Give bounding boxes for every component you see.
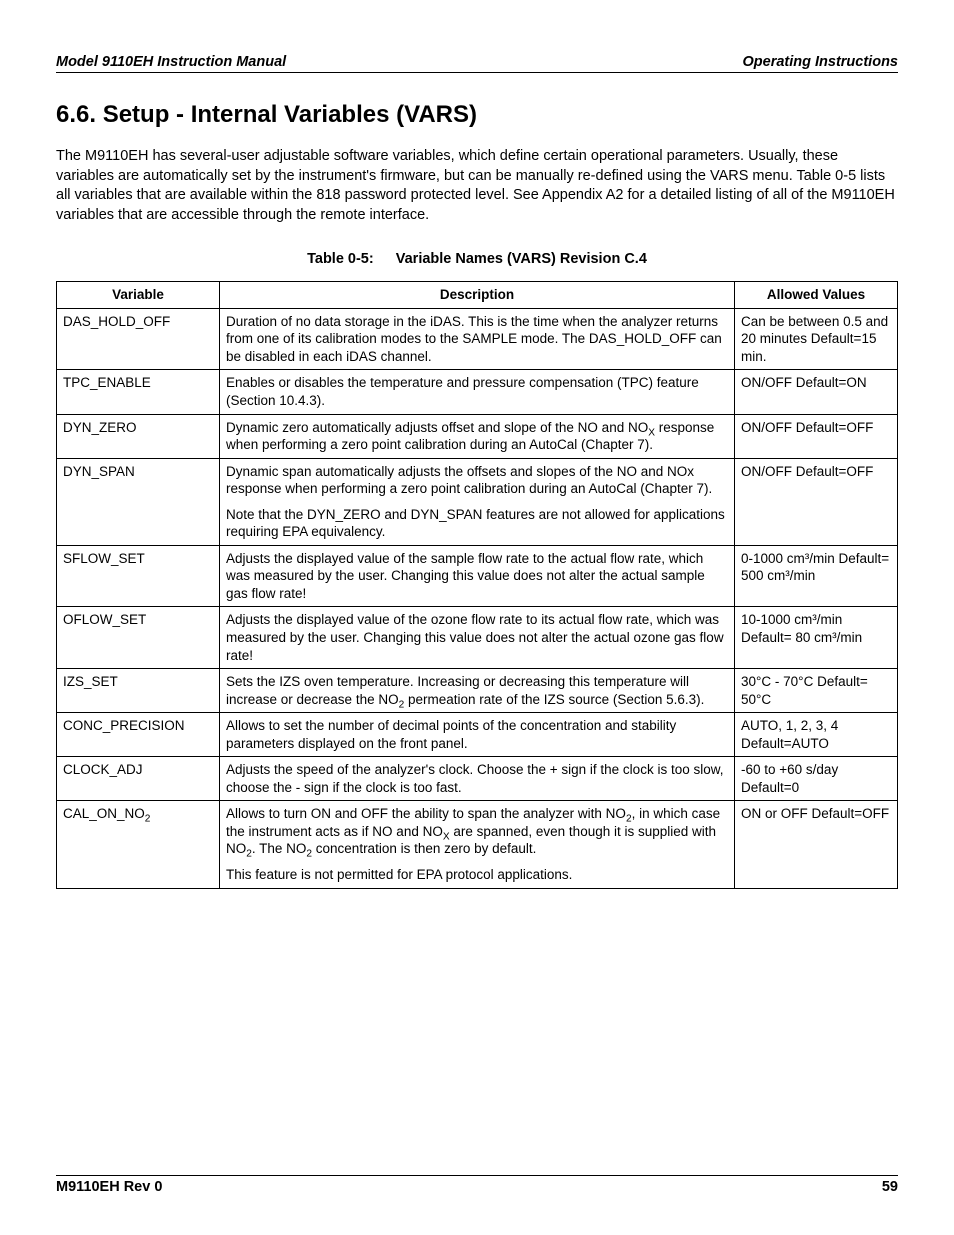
cell-variable: DYN_ZERO (57, 414, 220, 458)
section-title: 6.6. Setup - Internal Variables (VARS) (56, 101, 898, 129)
table-row: OFLOW_SETAdjusts the displayed value of … (57, 607, 898, 669)
table-row: IZS_SETSets the IZS oven temperature. In… (57, 669, 898, 713)
cell-variable: CONC_PRECISION (57, 713, 220, 757)
cell-variable: TPC_ENABLE (57, 370, 220, 414)
running-header: Model 9110EH Instruction Manual Operatin… (56, 54, 898, 73)
manual-page: Model 9110EH Instruction Manual Operatin… (0, 0, 954, 1235)
table-row: DAS_HOLD_OFFDuration of no data storage … (57, 308, 898, 370)
table-caption: Table 0-5: Variable Names (VARS) Revisio… (56, 251, 898, 267)
cell-description: Sets the IZS oven temperature. Increasin… (220, 669, 735, 713)
page-footer: M9110EH Rev 0 59 (56, 1175, 898, 1195)
table-header-row: Variable Description Allowed Values (57, 282, 898, 309)
cell-description: Allows to turn ON and OFF the ability to… (220, 801, 735, 888)
footer-left: M9110EH Rev 0 (56, 1179, 162, 1195)
cell-description: Dynamic zero automatically adjusts offse… (220, 414, 735, 458)
cell-variable: CLOCK_ADJ (57, 757, 220, 801)
table-row: DYN_SPANDynamic span automatically adjus… (57, 458, 898, 545)
cell-description: Enables or disables the temperature and … (220, 370, 735, 414)
header-left: Model 9110EH Instruction Manual (56, 54, 286, 70)
header-right: Operating Instructions (743, 54, 899, 70)
table-row: TPC_ENABLEEnables or disables the temper… (57, 370, 898, 414)
table-caption-text: Variable Names (VARS) Revision C.4 (396, 251, 647, 267)
footer-page-number: 59 (882, 1179, 898, 1195)
cell-allowed: 30°C - 70°C Default= 50°C (735, 669, 898, 713)
vars-table: Variable Description Allowed Values DAS_… (56, 281, 898, 888)
cell-allowed: 0-1000 cm³/min Default= 500 cm³/min (735, 545, 898, 607)
th-allowed: Allowed Values (735, 282, 898, 309)
table-row: DYN_ZERODynamic zero automatically adjus… (57, 414, 898, 458)
table-row: SFLOW_SETAdjusts the displayed value of … (57, 545, 898, 607)
cell-description: Adjusts the speed of the analyzer's cloc… (220, 757, 735, 801)
cell-description: Adjusts the displayed value of the sampl… (220, 545, 735, 607)
cell-allowed: ON/OFF Default=ON (735, 370, 898, 414)
cell-variable: DAS_HOLD_OFF (57, 308, 220, 370)
th-variable: Variable (57, 282, 220, 309)
cell-variable: OFLOW_SET (57, 607, 220, 669)
cell-variable: SFLOW_SET (57, 545, 220, 607)
th-description: Description (220, 282, 735, 309)
cell-allowed: ON/OFF Default=OFF (735, 414, 898, 458)
section-intro: The M9110EH has several-user adjustable … (56, 147, 898, 225)
cell-description: Adjusts the displayed value of the ozone… (220, 607, 735, 669)
table-caption-number: Table 0-5: (307, 251, 374, 267)
table-row: CAL_ON_NO2Allows to turn ON and OFF the … (57, 801, 898, 888)
cell-variable: IZS_SET (57, 669, 220, 713)
cell-allowed: -60 to +60 s/day Default=0 (735, 757, 898, 801)
cell-description: Duration of no data storage in the iDAS.… (220, 308, 735, 370)
table-row: CONC_PRECISIONAllows to set the number o… (57, 713, 898, 757)
cell-allowed: AUTO, 1, 2, 3, 4 Default=AUTO (735, 713, 898, 757)
table-row: CLOCK_ADJAdjusts the speed of the analyz… (57, 757, 898, 801)
cell-allowed: ON/OFF Default=OFF (735, 458, 898, 545)
cell-variable: CAL_ON_NO2 (57, 801, 220, 888)
cell-description: Dynamic span automatically adjusts the o… (220, 458, 735, 545)
cell-description: Allows to set the number of decimal poin… (220, 713, 735, 757)
cell-variable: DYN_SPAN (57, 458, 220, 545)
cell-allowed: 10-1000 cm³/min Default= 80 cm³/min (735, 607, 898, 669)
cell-allowed: ON or OFF Default=OFF (735, 801, 898, 888)
cell-allowed: Can be between 0.5 and 20 minutes Defaul… (735, 308, 898, 370)
